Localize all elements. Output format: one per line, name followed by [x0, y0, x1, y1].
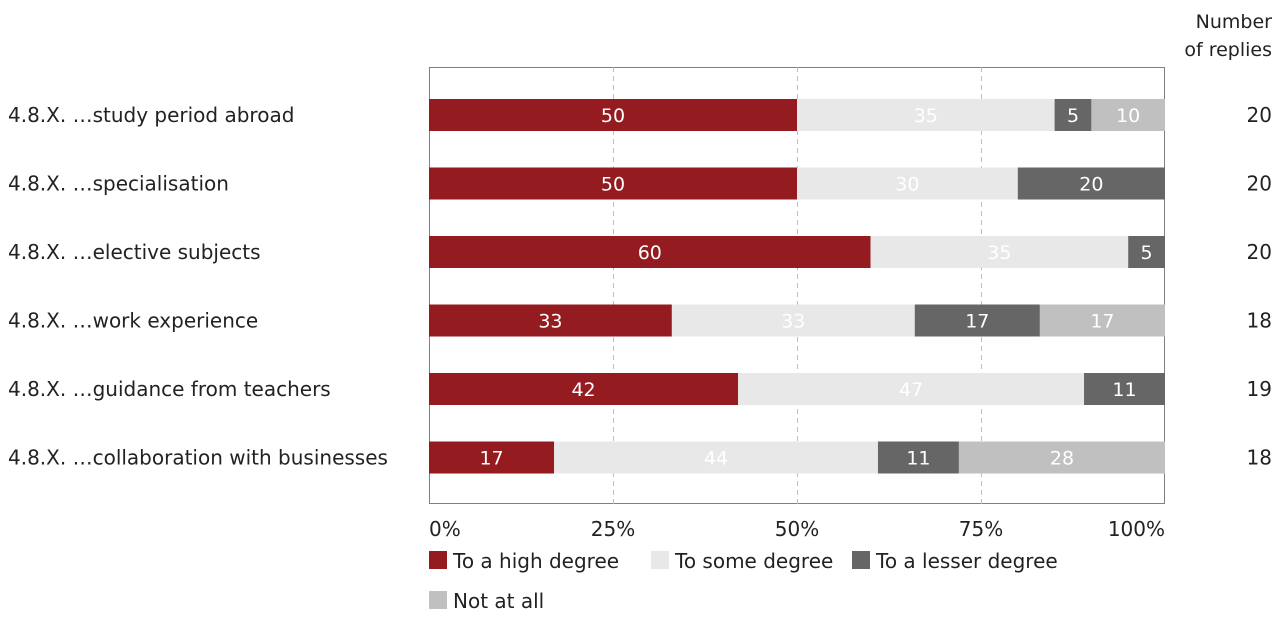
bar-value-label: 33 [538, 311, 562, 333]
replies-count: 19 [1247, 377, 1272, 401]
bar-segment [797, 167, 1018, 200]
bar-segment [914, 304, 1040, 337]
bar-segment [958, 441, 1165, 474]
bar-segment [738, 373, 1085, 405]
x-tick-label: 100% [1108, 517, 1165, 541]
x-tick-label: 75% [959, 517, 1003, 541]
bar-value-label: 28 [1050, 448, 1074, 470]
x-tick-label: 25% [591, 517, 635, 541]
bar-value-label: 17 [1090, 311, 1114, 333]
bar-segment [429, 373, 739, 405]
gridlines [613, 67, 982, 504]
bar-segment [1039, 304, 1165, 337]
bar-value-label: 50 [601, 105, 625, 127]
legend-label: To a lesser degree [875, 549, 1058, 573]
bar-value-label: 17 [965, 311, 989, 333]
bar-value-label: 11 [906, 448, 930, 470]
bar-value-label: 47 [899, 379, 923, 401]
category-label: 4.8.X. …elective subjects [8, 240, 261, 264]
bar-segment [1017, 167, 1165, 200]
category-labels: 4.8.X. …study period abroad 4.8.X. …speci… [8, 103, 388, 470]
replies-count: 20 [1247, 172, 1272, 196]
bar-value-label: 30 [895, 174, 919, 196]
category-label: 4.8.X. …guidance from teachers [8, 377, 331, 401]
bar-value-label: 42 [571, 379, 595, 401]
bar-value-label: 20 [1079, 174, 1103, 196]
bar-segment [797, 99, 1055, 131]
legend-swatch [429, 591, 447, 609]
category-label: 4.8.X. …study period abroad [8, 103, 294, 127]
bar-value-label: 44 [704, 448, 728, 470]
bar-segment [1054, 99, 1092, 131]
legend-label: To a high degree [452, 549, 619, 573]
category-label: 4.8.X. …collaboration with businesses [8, 446, 388, 470]
replies-header-line1: Number [1196, 11, 1273, 33]
legend: To a high degree To some degree To a lesse… [429, 549, 1058, 613]
x-tick-label: 0% [429, 517, 461, 541]
legend-swatch [429, 551, 447, 569]
legend-swatch [852, 551, 870, 569]
bar-value-label: 35 [914, 105, 938, 127]
bar-segment [429, 99, 797, 131]
bar-segment [877, 441, 959, 474]
legend-label: To some degree [674, 549, 833, 573]
bar-segment [1128, 236, 1165, 268]
category-label: 4.8.X. …work experience [8, 309, 258, 333]
bar-segment [429, 441, 555, 474]
legend-label: Not at all [453, 589, 544, 613]
category-label: 4.8.X. …specialisation [8, 172, 229, 196]
bar-segment [1091, 99, 1165, 131]
replies-count: 20 [1247, 240, 1272, 264]
bar-value-label: 17 [479, 448, 503, 470]
bar-segment [671, 304, 915, 337]
replies-count: 18 [1247, 446, 1272, 470]
bar-value-label: 50 [601, 174, 625, 196]
reply-counts: 20 20 20 18 19 18 [1247, 103, 1272, 470]
replies-count: 18 [1247, 309, 1272, 333]
x-tick-label: 50% [775, 517, 819, 541]
bar-value-label: 35 [987, 242, 1011, 264]
bar-value-label: 5 [1141, 242, 1153, 264]
bar-value-label: 11 [1112, 379, 1136, 401]
bar-segment [429, 236, 871, 268]
bar-segment [870, 236, 1129, 268]
replies-header-line2: of replies [1184, 39, 1272, 61]
bar-value-label: 33 [781, 311, 805, 333]
bar-value-label: 60 [638, 242, 662, 264]
bar-segment [554, 441, 878, 474]
bar-value-label: 5 [1067, 105, 1079, 127]
legend-swatch [651, 551, 669, 569]
bars: 50 35 5 10 50 30 20 60 35 5 33 33 17 17 42 47 11 17 44 11 28 [429, 99, 1165, 474]
bar-segment [1084, 373, 1165, 405]
bar-segment [429, 167, 797, 200]
bar-segment [429, 304, 672, 337]
replies-count: 20 [1247, 103, 1272, 127]
x-axis-ticks: 0% 25% 50% 75% 100% [429, 517, 1165, 541]
bar-value-label: 10 [1116, 105, 1140, 127]
